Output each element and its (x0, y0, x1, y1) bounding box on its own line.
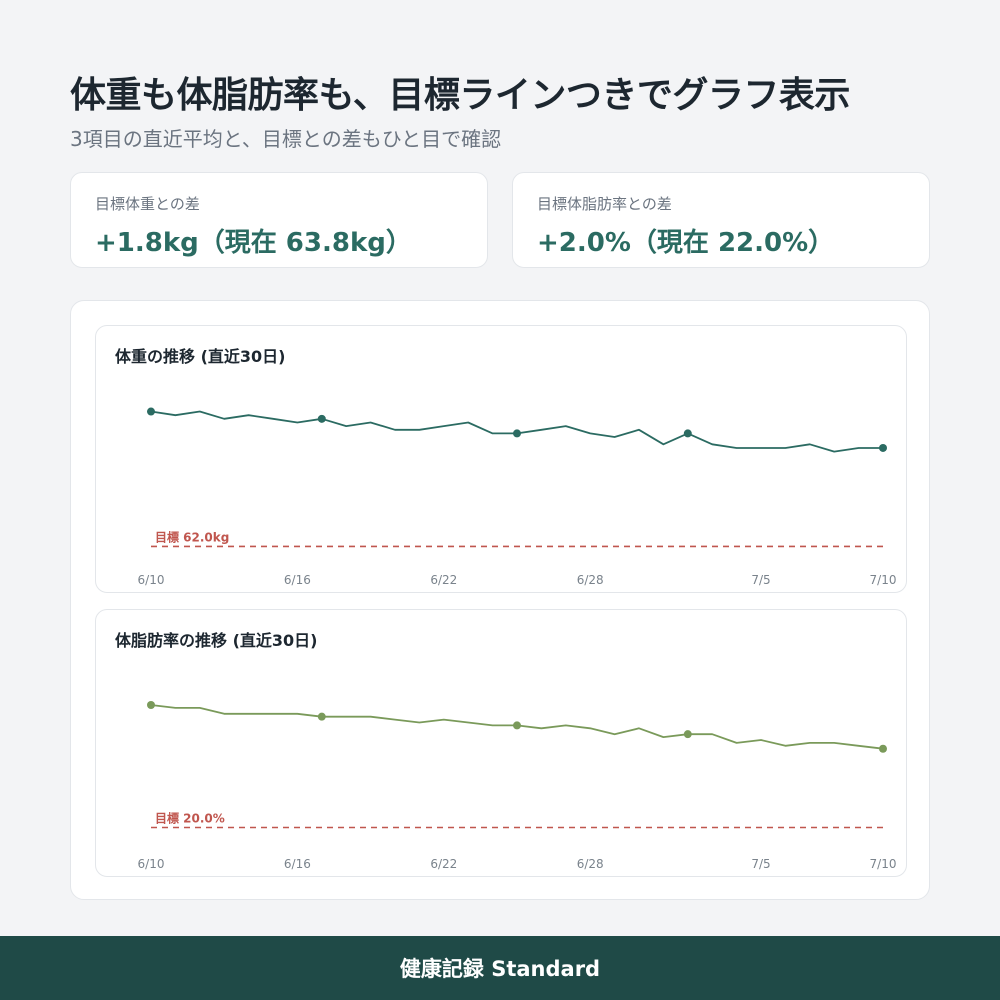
bodyfat-diff-value: +2.0%（現在 22.0%） (537, 228, 835, 258)
bodyfat-x-tick-label: 6/10 (138, 857, 165, 871)
weight-target-label: 目標 62.0kg (155, 529, 229, 544)
page-title: 体重も体脂肪率も、目標ラインつきでグラフ表示 (70, 75, 850, 116)
bodyfat-diff-label: 目標体脂肪率との差 (537, 195, 672, 213)
footer-bar: 健康記録 Standard (0, 936, 1000, 1000)
bodyfat-x-tick-label: 7/5 (751, 857, 770, 871)
bodyfat-x-tick-label: 6/22 (430, 857, 457, 871)
weight-x-tick-label: 6/10 (138, 573, 165, 587)
weight-x-tick-label: 6/28 (577, 573, 604, 587)
bodyfat-data-point (147, 701, 155, 709)
bodyfat-x-tick-label: 6/28 (577, 857, 604, 871)
weight-x-tick-label: 6/22 (430, 573, 457, 587)
bodyfat-data-point (683, 730, 692, 739)
bodyfat-diff-card: 目標体脂肪率との差 +2.0%（現在 22.0%） (512, 172, 930, 268)
weight-chart-card: 体重の推移 (直近30日) 目標 62.0kg 6/10 6/16 6/22 6/28 7… (95, 325, 907, 593)
bodyfat-x-tick-label: 6/16 (284, 857, 311, 871)
weight-data-point (683, 429, 692, 438)
weight-x-tick-label: 7/10 (870, 573, 897, 587)
bodyfat-target-label: 目標 20.0% (155, 811, 225, 826)
footer-label: 健康記録 Standard (399, 957, 601, 981)
weight-data-point (513, 429, 521, 438)
weight-chart-title: 体重の推移 (直近30日) (115, 347, 286, 366)
weight-diff-value: +1.8kg（現在 63.8kg） (95, 228, 412, 258)
bodyfat-chart: 目標 20.0% 6/10 6/16 6/22 6/28 7/5 7/10 (138, 701, 897, 871)
charts-panel: 体重の推移 (直近30日) 目標 62.0kg 6/10 6/16 6/22 6/28 7… (70, 300, 930, 900)
bodyfat-chart-card: 体脂肪率の推移 (直近30日) 目標 20.0% 6/10 6/16 6/22 6/28… (95, 609, 907, 877)
page-subtitle: 3項目の直近平均と、目標との差もひと目で確認 (70, 127, 502, 151)
bodyfat-data-point (879, 744, 887, 753)
bodyfat-data-point (317, 712, 326, 721)
weight-data-point (317, 414, 326, 423)
bodyfat-x-tick-label: 7/10 (870, 857, 897, 871)
bodyfat-chart-title: 体脂肪率の推移 (直近30日) (115, 631, 318, 650)
weight-x-tick-label: 7/5 (751, 573, 770, 587)
weight-data-point (879, 443, 887, 452)
weight-diff-card: 目標体重との差 +1.8kg（現在 63.8kg） (70, 172, 488, 268)
weight-x-tick-label: 6/16 (284, 573, 311, 587)
weight-data-point (147, 407, 155, 416)
weight-diff-label: 目標体重との差 (95, 195, 200, 213)
weight-chart: 目標 62.0kg 6/10 6/16 6/22 6/28 7/5 7/10 (138, 407, 897, 587)
bodyfat-data-point (513, 721, 521, 730)
